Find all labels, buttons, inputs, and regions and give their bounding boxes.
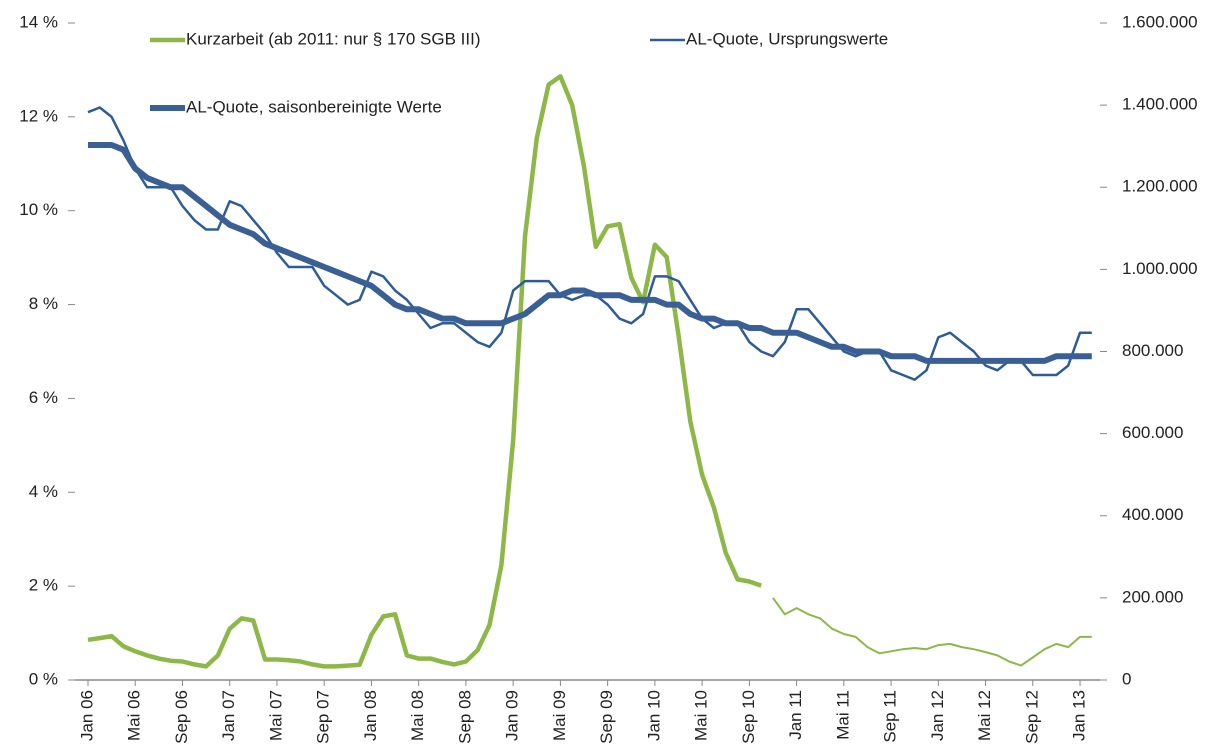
x-tick-label: Sep 10 bbox=[739, 690, 758, 744]
x-tick-label: Mai 10 bbox=[692, 690, 711, 741]
y2-tick-label: 800.000 bbox=[1122, 341, 1183, 360]
y2-tick-label: 1.600.000 bbox=[1122, 12, 1198, 31]
x-tick-label: Jan 09 bbox=[503, 690, 522, 741]
y2-tick-label: 1.400.000 bbox=[1122, 95, 1198, 114]
x-tick-label: Sep 09 bbox=[597, 690, 616, 744]
x-tick-label: Jan 13 bbox=[1070, 690, 1089, 741]
x-tick-label: Mai 06 bbox=[125, 690, 144, 741]
x-tick-label: Sep 08 bbox=[455, 690, 474, 744]
x-tick-label: Mai 07 bbox=[266, 690, 285, 741]
legend-label: AL-Quote, saisonbereinigte Werte bbox=[186, 97, 442, 116]
y2-tick-label: 0 bbox=[1122, 669, 1131, 688]
series-line bbox=[88, 142, 1092, 364]
legend-label: Kurzarbeit (ab 2011: nur § 170 SGB III) bbox=[186, 29, 481, 48]
x-tick-label: Sep 07 bbox=[314, 690, 333, 744]
y-tick-label: 14 % bbox=[19, 12, 58, 31]
x-tick-label: Jan 11 bbox=[786, 690, 805, 740]
y-tick-label: 12 % bbox=[19, 106, 58, 125]
y-tick-label: 4 % bbox=[29, 482, 58, 501]
x-tick-label: Jan 06 bbox=[77, 690, 96, 741]
y-tick-label: 0 % bbox=[29, 669, 58, 688]
y-tick-label: 2 % bbox=[29, 576, 58, 595]
x-tick-label: Mai 09 bbox=[550, 690, 569, 741]
x-tick-label: Mai 08 bbox=[408, 690, 427, 741]
x-tick-label: Jan 07 bbox=[219, 690, 238, 741]
y2-tick-label: 600.000 bbox=[1122, 423, 1183, 442]
x-tick-label: Sep 12 bbox=[1022, 690, 1041, 744]
y-tick-label: 10 % bbox=[19, 200, 58, 219]
x-tick-label: Sep 06 bbox=[172, 690, 191, 744]
y2-tick-label: 400.000 bbox=[1122, 505, 1183, 524]
x-tick-label: Jan 08 bbox=[361, 690, 380, 741]
y2-tick-label: 1.000.000 bbox=[1122, 259, 1198, 278]
x-tick-label: Jan 10 bbox=[644, 690, 663, 741]
series-line bbox=[87, 106, 1092, 381]
y2-tick-label: 200.000 bbox=[1122, 587, 1183, 606]
x-tick-label: Mai 11 bbox=[833, 690, 852, 740]
legend-label: AL-Quote, Ursprungswerte bbox=[686, 29, 888, 48]
y2-tick-label: 1.200.000 bbox=[1122, 177, 1198, 196]
y-tick-label: 8 % bbox=[29, 294, 58, 313]
y-tick-label: 6 % bbox=[29, 388, 58, 407]
x-tick-label: Sep 11 bbox=[881, 690, 900, 743]
series-line bbox=[87, 74, 762, 669]
x-tick-label: Jan 12 bbox=[928, 690, 947, 741]
x-tick-label: Mai 12 bbox=[975, 690, 994, 741]
series-line bbox=[772, 597, 1092, 667]
